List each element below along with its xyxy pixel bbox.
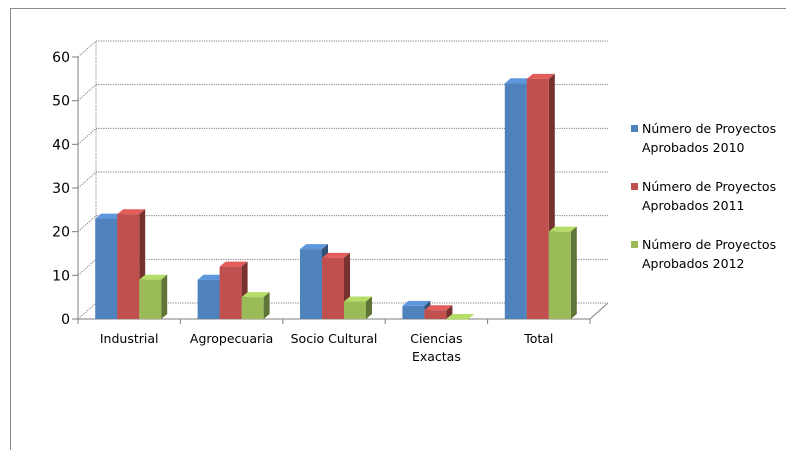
bar — [197, 279, 220, 319]
bar-side — [446, 305, 453, 319]
bar — [95, 218, 118, 319]
bar-top — [322, 252, 350, 258]
bar-top — [504, 78, 533, 84]
bar — [241, 297, 264, 319]
bar-top — [402, 300, 431, 306]
legend-label: Aprobados 2010 — [642, 140, 745, 155]
bar — [424, 310, 447, 319]
y-tick-label: 10 — [52, 268, 70, 284]
x-tick-label: Exactas — [412, 349, 461, 364]
bar-side — [366, 296, 372, 319]
y-tick-label: 50 — [52, 94, 70, 110]
bar — [446, 319, 469, 320]
x-tick-label: Agropecuaria — [190, 331, 273, 346]
gridline-depth — [77, 84, 97, 102]
legend-label: Número de Proyectos — [642, 179, 776, 194]
legend-swatch — [631, 125, 638, 132]
bar-top — [139, 274, 168, 280]
bar-top — [548, 226, 577, 232]
floor-edge — [589, 302, 609, 320]
chart-frame — [10, 8, 786, 450]
y-tick-label: 20 — [52, 225, 70, 241]
legend-label: Número de Proyectos — [642, 121, 776, 136]
gridline-depth — [77, 302, 97, 320]
bar-top — [300, 244, 328, 250]
gridline-depth — [77, 215, 97, 233]
x-tick-label: Industrial — [100, 331, 159, 346]
bar — [504, 83, 527, 319]
y-tick-label: 40 — [52, 137, 70, 153]
legend-swatch — [631, 241, 638, 248]
bar-side — [570, 226, 577, 319]
bar-top — [197, 274, 226, 280]
bar-top — [95, 213, 124, 219]
legend-label: Número de Proyectos — [642, 237, 776, 252]
bar-top — [344, 296, 372, 302]
bar-top — [424, 305, 453, 311]
y-tick-label: 0 — [61, 312, 70, 328]
legend-label: Aprobados 2011 — [642, 198, 744, 213]
bar-top — [117, 209, 146, 215]
x-tick-label: Ciencias — [410, 331, 462, 346]
bar — [139, 279, 162, 319]
gridline-depth — [77, 127, 97, 145]
bar-side — [161, 274, 168, 319]
y-tick-label: 60 — [52, 50, 70, 66]
legend-label: Aprobados 2012 — [642, 256, 744, 271]
bar — [322, 257, 344, 319]
bar — [344, 301, 366, 319]
gridline-depth — [77, 258, 97, 276]
bar-top — [526, 73, 555, 79]
bar-side — [263, 292, 270, 319]
bar-top — [241, 292, 270, 298]
gridline-depth — [77, 171, 97, 189]
bar — [117, 214, 140, 319]
bar-top — [446, 314, 475, 319]
bar — [526, 78, 549, 319]
bar-top — [219, 261, 248, 267]
bar — [548, 231, 571, 319]
bar — [219, 266, 242, 319]
gridline-depth — [77, 40, 97, 58]
y-tick-label: 30 — [52, 181, 70, 197]
x-tick-label: Total — [523, 331, 553, 346]
bar — [300, 249, 322, 319]
x-tick-label: Socio Cultural — [291, 331, 378, 346]
legend-swatch — [631, 183, 638, 190]
bar — [402, 305, 425, 319]
